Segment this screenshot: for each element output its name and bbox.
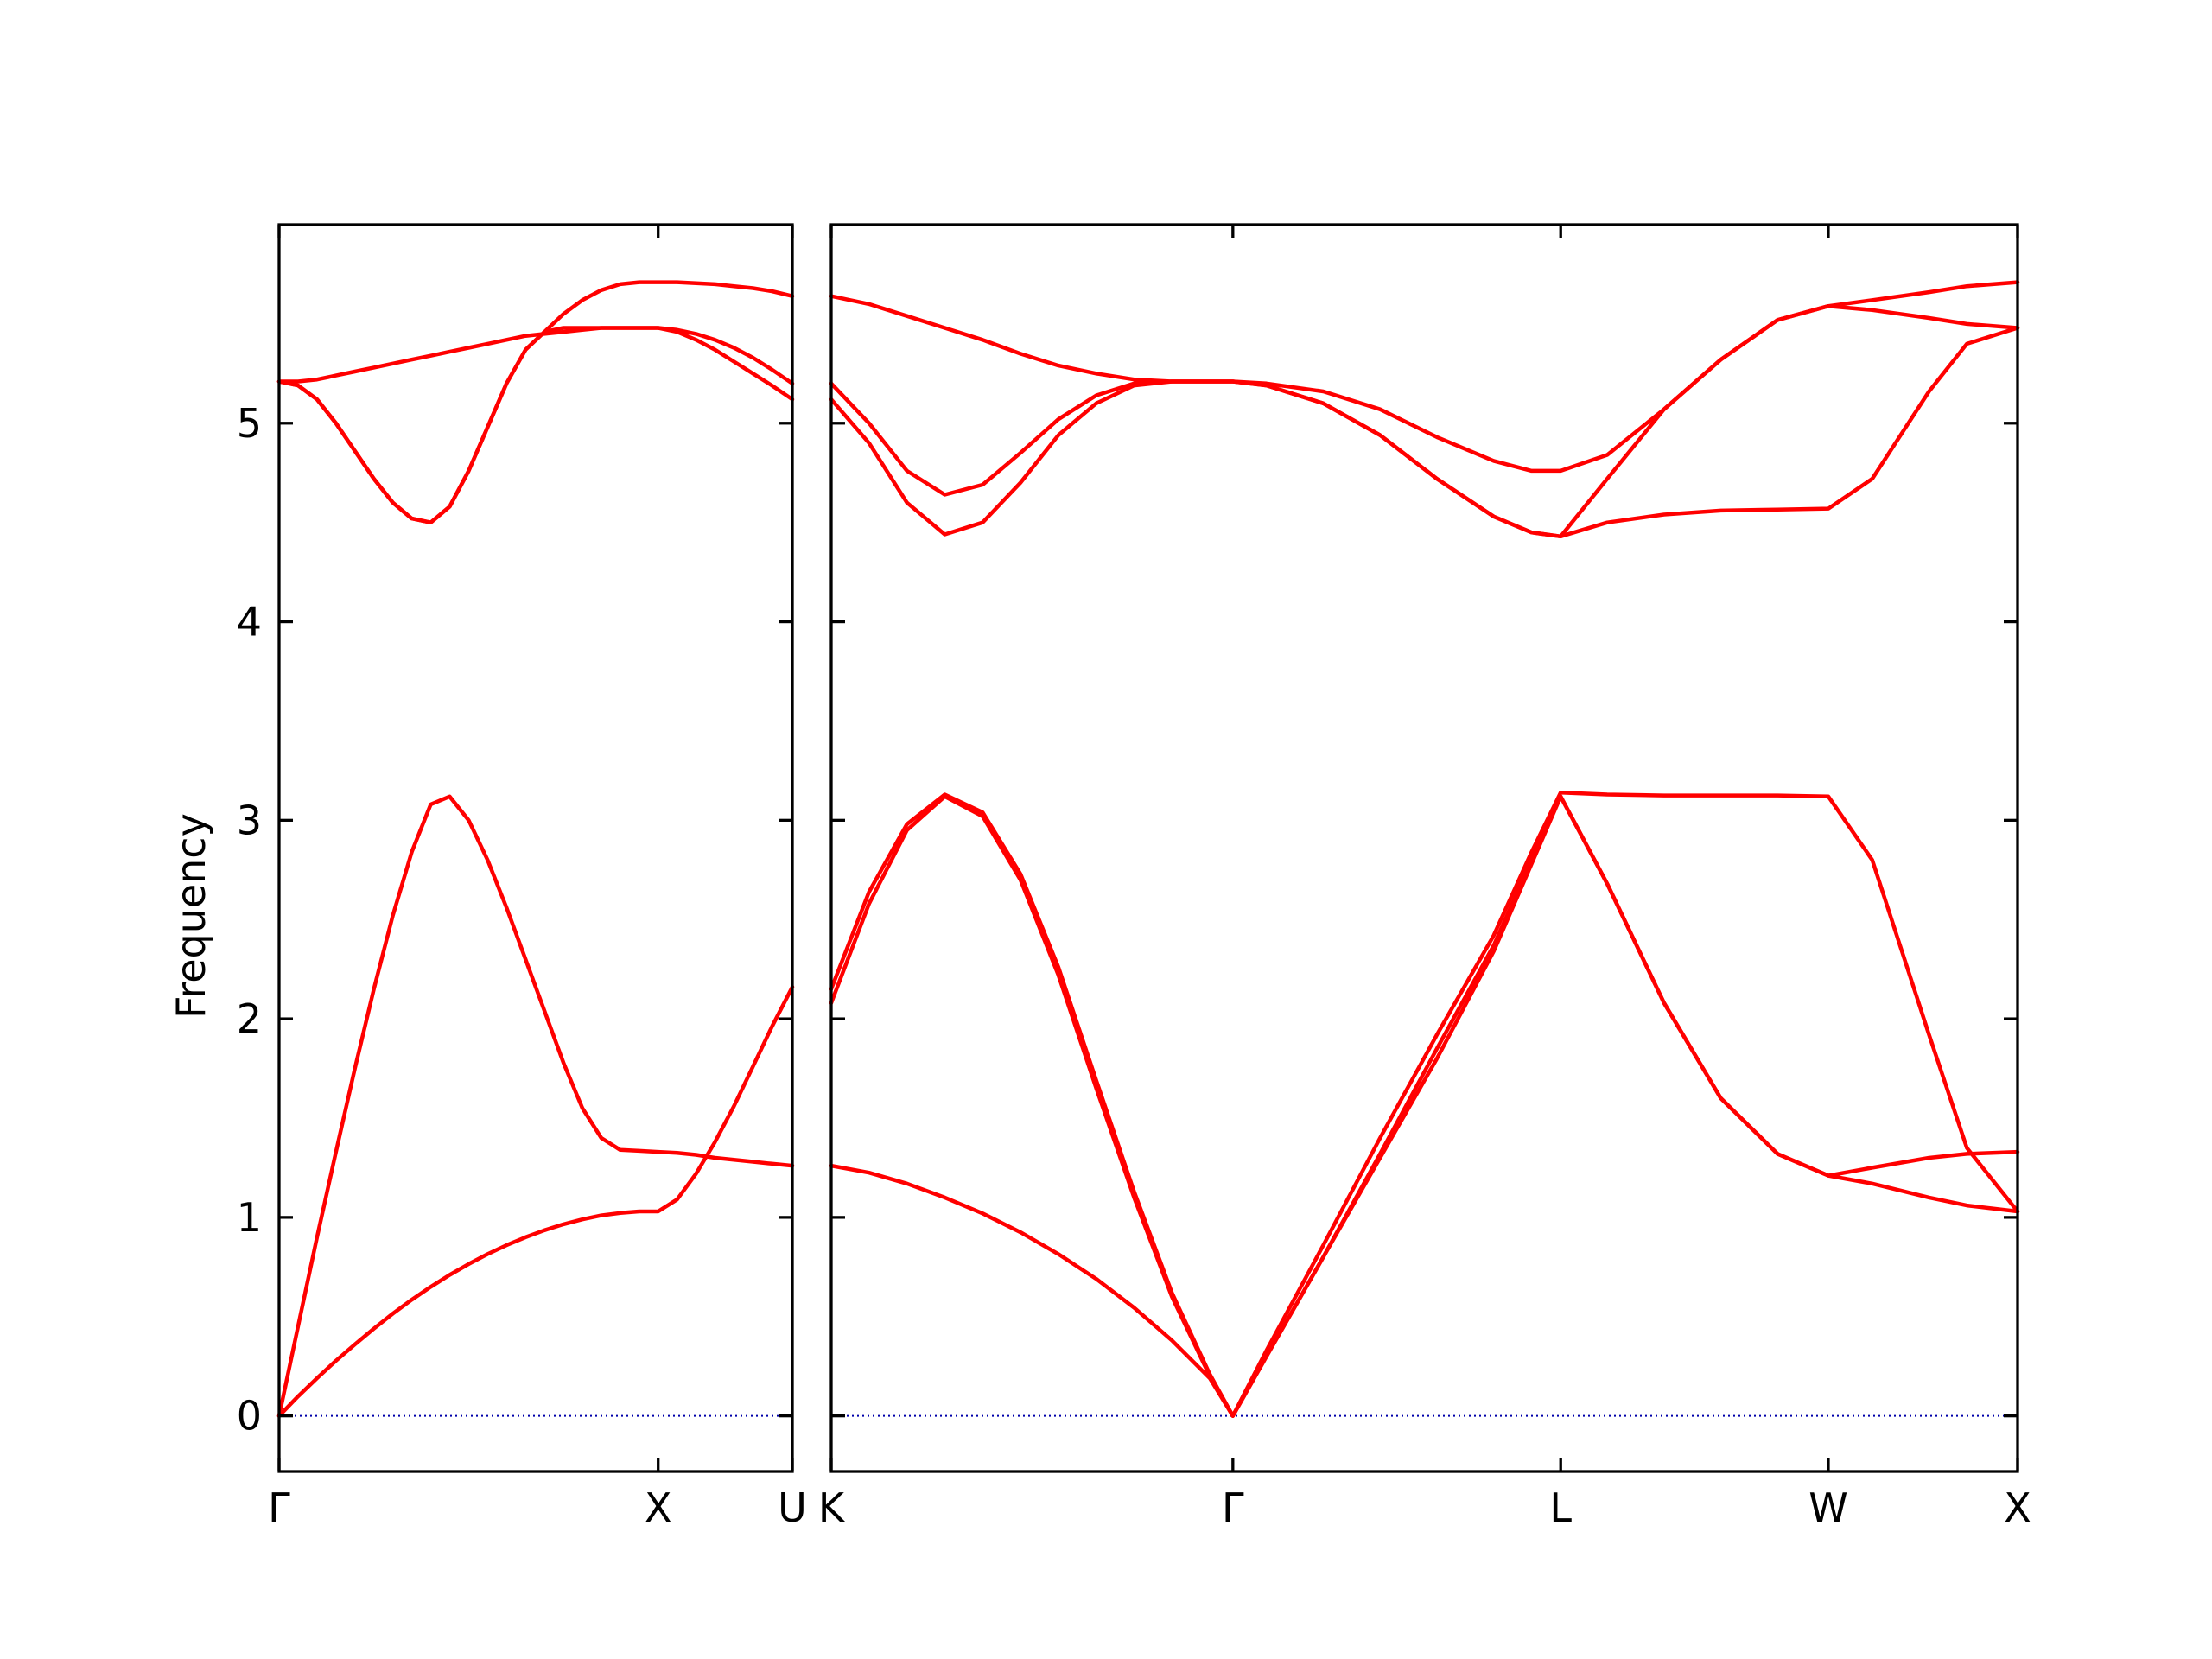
band-line-6 xyxy=(829,294,2020,539)
band-line-5 xyxy=(276,280,795,524)
y-tick-label: 5 xyxy=(237,400,262,447)
x-tick-label: U xyxy=(778,1484,807,1531)
x-tick-label: W xyxy=(1808,1484,1847,1531)
chart-panels: Γ X U K Γ L W X 0 1 2 3 4 5 xyxy=(237,223,2031,1531)
y-axis-label: Frequency xyxy=(168,813,214,1019)
band-line-3 xyxy=(829,792,2020,1418)
y-tick-label: 4 xyxy=(237,599,262,645)
x-tick-label: X xyxy=(645,1484,672,1531)
y-tick-label: 0 xyxy=(237,1393,262,1440)
x-tick-label: L xyxy=(1549,1484,1572,1531)
band-line-3 xyxy=(276,326,795,386)
y-tick-label: 3 xyxy=(237,797,262,843)
y-tick-label: 2 xyxy=(237,995,262,1042)
x-tick-label: X xyxy=(2004,1484,2031,1531)
x-tick-label: Γ xyxy=(1222,1484,1244,1531)
panel-frame xyxy=(830,223,2019,1473)
band-line-2 xyxy=(276,794,795,1418)
y-tick-label: 1 xyxy=(237,1194,262,1241)
x-tick-label: K xyxy=(818,1484,846,1531)
x-tick-label: Γ xyxy=(268,1484,290,1531)
panel-frame xyxy=(277,223,794,1473)
band-line-2 xyxy=(829,790,2020,1418)
